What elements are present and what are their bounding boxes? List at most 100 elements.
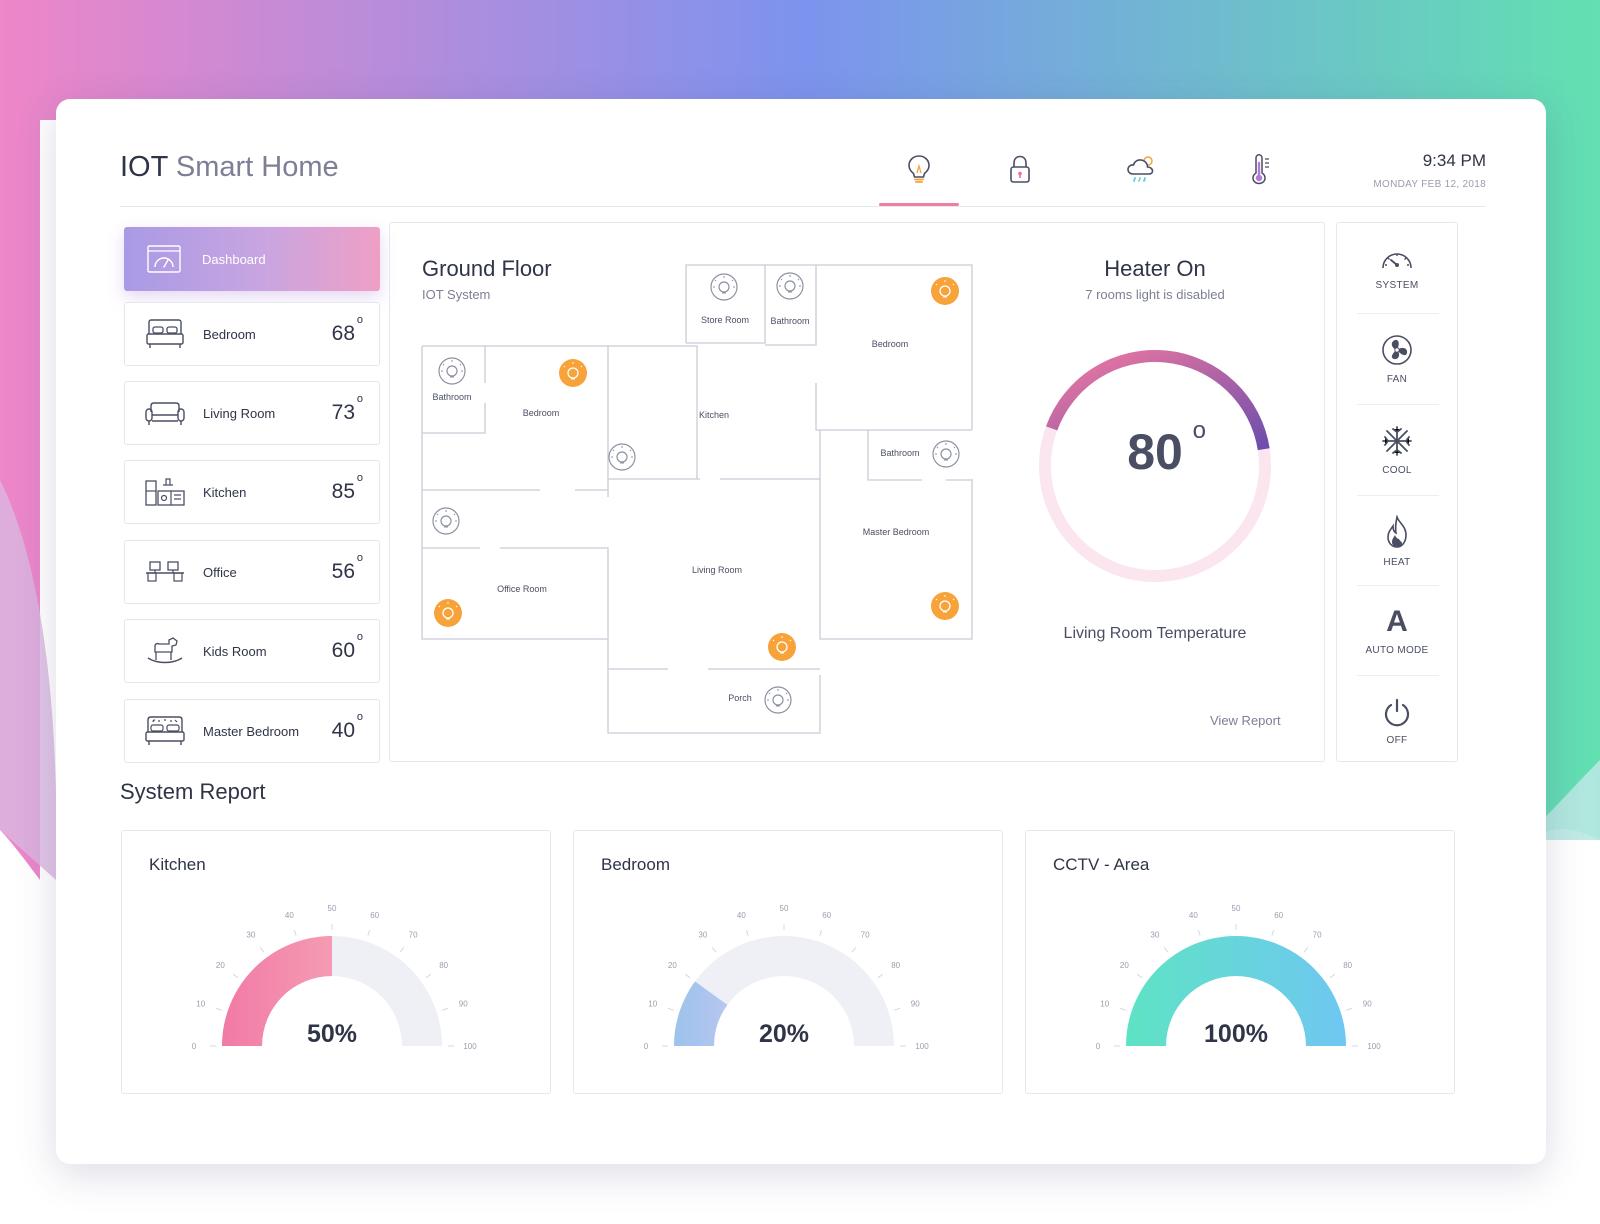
temperature-value: 68 — [331, 322, 355, 345]
control-divider — [1357, 313, 1439, 314]
gauge-tick-label: 0 — [192, 1042, 197, 1051]
tab-temperature[interactable] — [1238, 147, 1282, 191]
system-button[interactable]: SYSTEM — [1337, 223, 1457, 313]
control-label: HEAT — [1383, 556, 1411, 568]
heater-dial[interactable] — [1030, 341, 1280, 591]
floor-plan-subtitle: IOT System — [422, 287, 491, 302]
tab-lights[interactable] — [897, 147, 941, 191]
sidebar-item-kitchen[interactable]: Kitchen 85 o — [124, 460, 380, 524]
kitchen-icon — [143, 474, 187, 510]
light-on-icon[interactable] — [931, 277, 959, 305]
room-label: Bedroom — [872, 339, 909, 349]
tab-security[interactable] — [998, 147, 1042, 191]
sidebar-item-label: Kids Room — [203, 643, 267, 659]
gauge-fill — [222, 936, 332, 1046]
control-divider — [1357, 585, 1439, 586]
sidebar-item-office[interactable]: Office 56 o — [124, 540, 380, 604]
dial-progress — [1045, 350, 1270, 451]
report-title: Kitchen — [149, 855, 206, 874]
light-on-icon[interactable] — [768, 633, 796, 661]
gauge-tick — [1346, 1007, 1353, 1011]
weather-cloud-icon — [1127, 156, 1154, 182]
gauge-tick-label: 60 — [370, 911, 379, 920]
view-report-link[interactable]: View Report — [1210, 713, 1281, 728]
control-divider — [1357, 495, 1439, 496]
light-off-icon[interactable] — [438, 357, 466, 385]
current-time: 9:34 PM — [1422, 151, 1486, 170]
gauge-tick — [819, 929, 823, 936]
off-button[interactable]: OFF — [1337, 676, 1457, 766]
light-off-icon[interactable] — [932, 440, 960, 468]
gauge-tick-label: 100 — [915, 1042, 929, 1051]
report-title: Bedroom — [601, 855, 670, 874]
degree-symbol: o — [356, 393, 363, 405]
report-card-bedroom: Bedroom 0 10 20 30 40 50 60 70 80 90 100 20% — [573, 830, 1003, 1094]
gauge-tick-label: 40 — [285, 911, 294, 920]
room-label: Office Room — [497, 584, 547, 594]
floor-plan-title: Ground Floor — [422, 256, 552, 281]
gauge-icon — [1382, 252, 1412, 268]
sidebar-item-label: Kitchen — [203, 484, 247, 500]
gauge-tick-label: 40 — [1189, 911, 1198, 920]
gauge-value: 100% — [1204, 1020, 1268, 1048]
gauge-tick-label: 50 — [780, 904, 789, 913]
temperature-value: 73 — [331, 401, 355, 424]
temperature-value: 40 — [331, 719, 355, 742]
floor-plan: Store Room Bathroom Bedroom Bathroom Bed… — [421, 264, 973, 734]
gauge-tick-label: 30 — [246, 930, 255, 939]
fan-button[interactable]: FAN — [1337, 314, 1457, 404]
thermometer-icon — [1252, 154, 1269, 185]
light-off-icon[interactable] — [776, 272, 804, 300]
sidebar-item-dashboard[interactable]: Dashboard — [124, 227, 380, 291]
degree-symbol: o — [356, 711, 363, 723]
gauge-tick — [1329, 973, 1335, 979]
current-date: MONDAY FEB 12, 2018 — [1373, 179, 1486, 190]
sidebar-item-living-room[interactable]: Living Room 73 o — [124, 381, 380, 445]
tab-weather[interactable] — [1119, 147, 1163, 191]
sidebar-item-label: Master Bedroom — [203, 723, 300, 739]
light-off-icon[interactable] — [710, 273, 738, 301]
light-on-icon[interactable] — [434, 599, 462, 627]
usage-gauge: 0 10 20 30 40 50 60 70 80 90 100 50% — [192, 904, 477, 1051]
usage-gauge: 0 10 20 30 40 50 60 70 80 90 100 20% — [644, 904, 929, 1051]
auto-mode-button[interactable]: A AUTO MODE — [1337, 586, 1457, 676]
sidebar-item-label: Dashboard — [202, 251, 266, 267]
light-off-icon[interactable] — [608, 443, 636, 471]
gauge-tick — [745, 929, 749, 936]
gauge-tick — [1197, 929, 1201, 936]
light-off-icon[interactable] — [432, 507, 460, 535]
gauge-tick-label: 30 — [698, 930, 707, 939]
light-on-icon[interactable] — [559, 359, 587, 387]
gauge-tick — [1163, 947, 1169, 953]
gauge-tick-label: 20 — [1120, 961, 1129, 970]
gauge-tick-label: 20 — [216, 961, 225, 970]
room-label: Store Room — [701, 315, 749, 325]
fan-icon — [1382, 334, 1412, 365]
room-temperature: 73 o — [331, 393, 363, 425]
degree-symbol: o — [356, 631, 363, 643]
gauge-tick-label: 80 — [891, 961, 900, 970]
gauge-tick-label: 0 — [644, 1042, 649, 1051]
sidebar-item-master-bedroom[interactable]: Master Bedroom 40 o — [124, 699, 380, 763]
sidebar-item-kids-room[interactable]: Kids Room 60 o — [124, 619, 380, 683]
heat-button[interactable]: HEAT — [1337, 496, 1457, 586]
gauge-tick — [711, 947, 717, 953]
gauge-tick — [399, 947, 405, 953]
light-on-icon[interactable] — [931, 592, 959, 620]
bed-icon — [143, 316, 187, 352]
gauge-fill — [1126, 936, 1346, 1046]
control-label: AUTO MODE — [1365, 644, 1429, 656]
sidebar-item-bedroom[interactable]: Bedroom 68 o — [124, 302, 380, 366]
degree-symbol: o — [356, 552, 363, 564]
gauge-tick — [1119, 1007, 1126, 1011]
gauge-tick-label: 10 — [196, 999, 205, 1008]
light-off-icon[interactable] — [764, 686, 792, 714]
gauge-tick — [1303, 947, 1309, 953]
cool-button[interactable]: COOL — [1337, 405, 1457, 495]
floor-plan-panel: Ground Floor IOT System — [389, 222, 1325, 762]
room-temperature: 85 o — [332, 472, 363, 504]
gauge-tick — [1271, 929, 1275, 936]
room-temperature: 40 o — [331, 711, 363, 743]
gauge-tick-label: 50 — [1232, 904, 1241, 913]
system-report-title: System Report — [120, 779, 266, 804]
